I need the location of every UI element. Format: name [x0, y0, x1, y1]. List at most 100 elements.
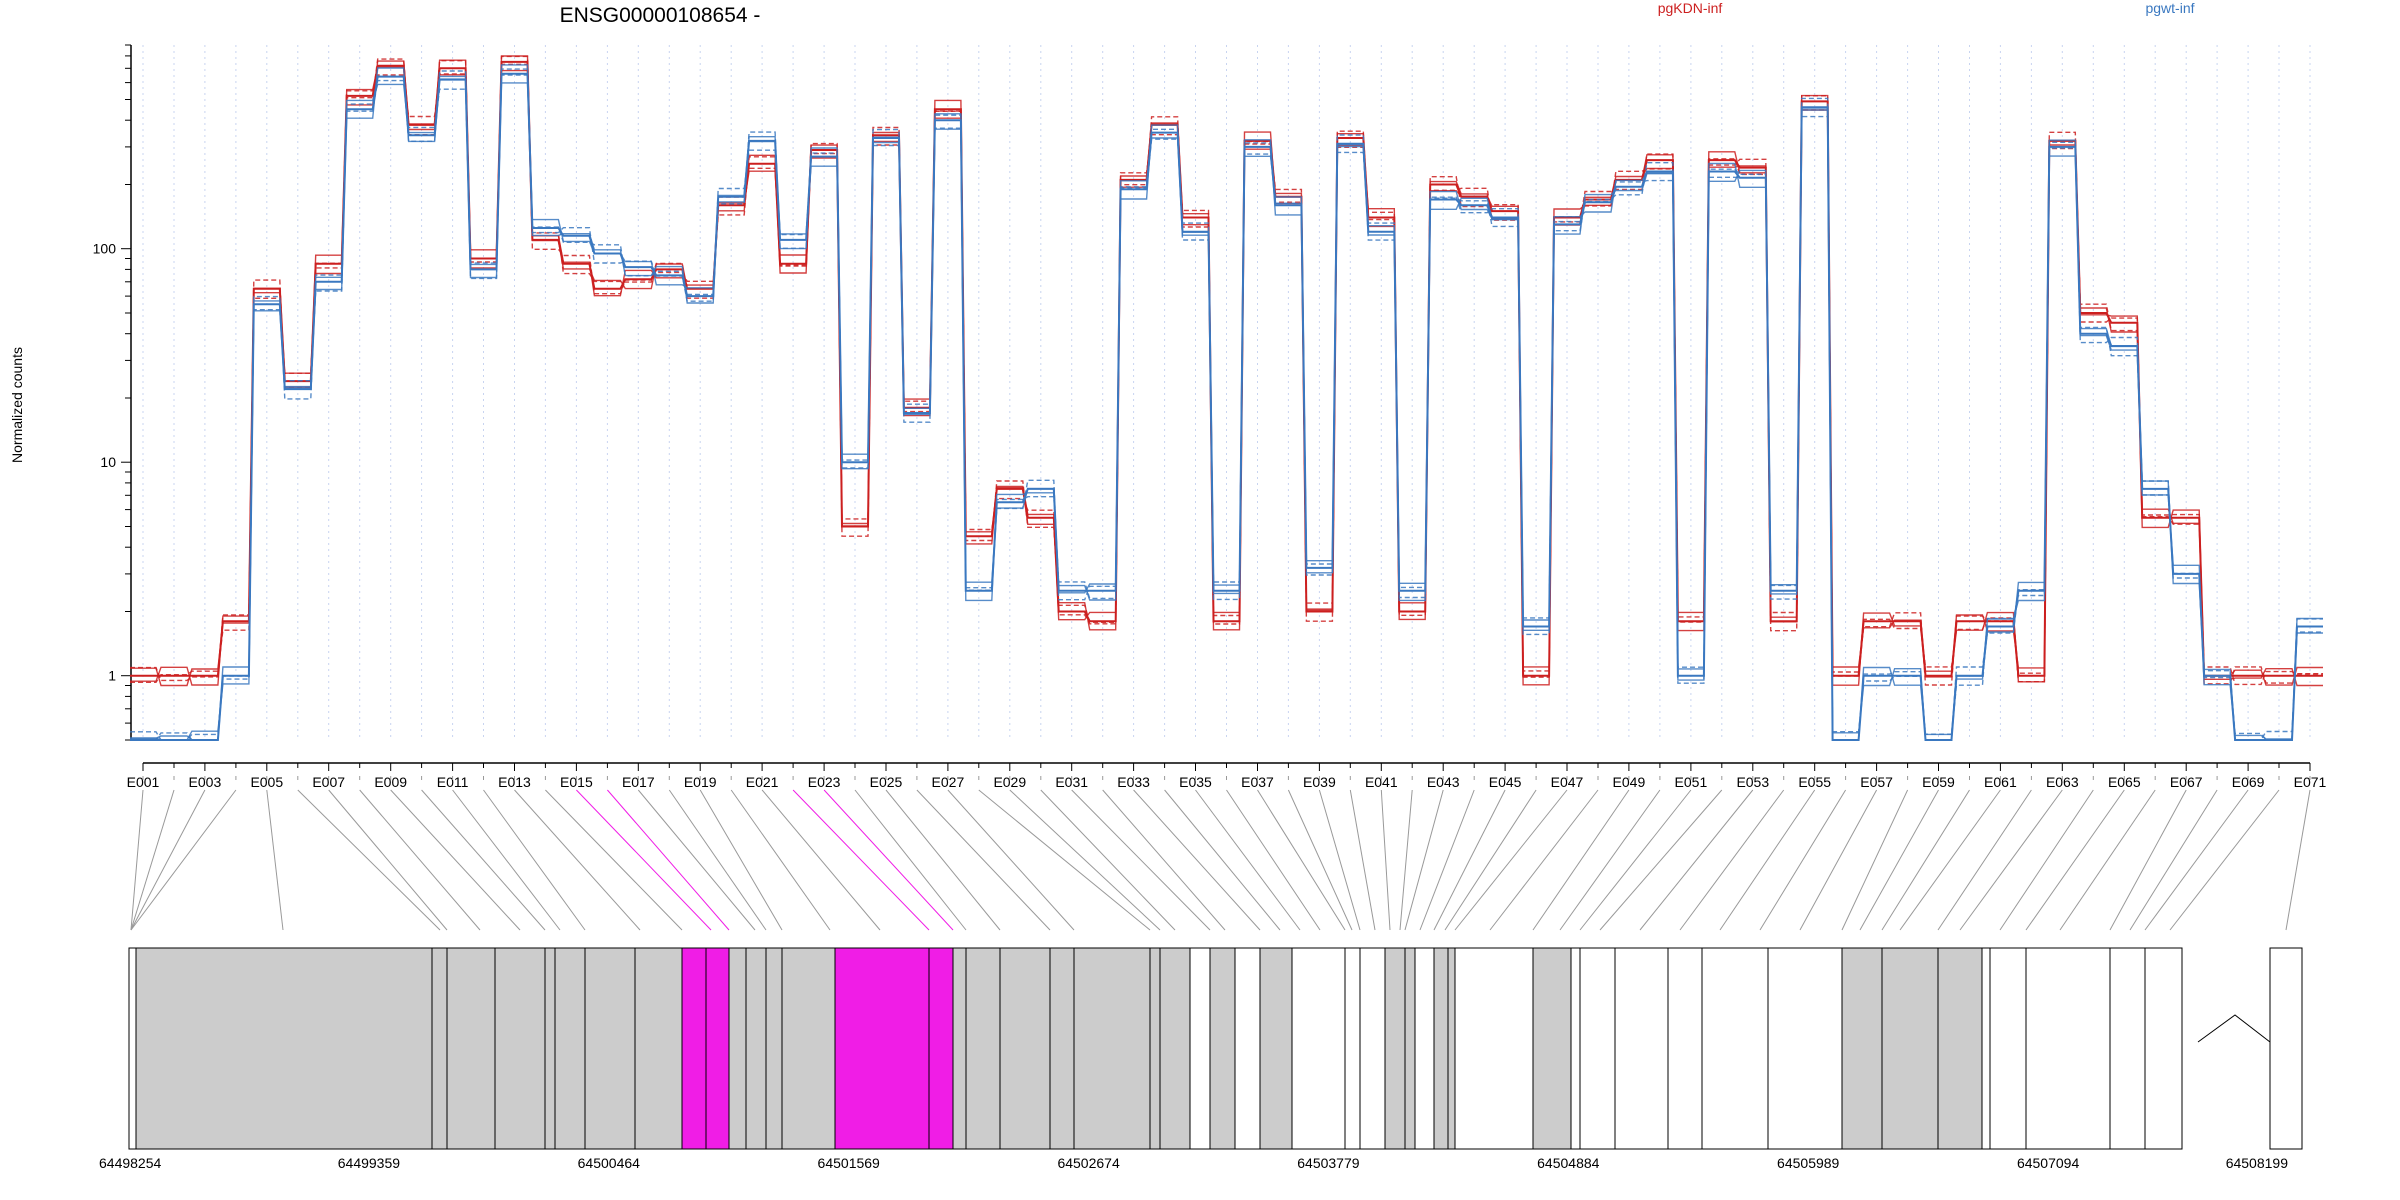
x-tick-label: E029	[993, 774, 1026, 790]
exon-connector-line	[1759, 789, 1847, 931]
x-tick-label: E001	[127, 774, 160, 790]
exon-connector-line	[1841, 789, 1909, 931]
vertical-gridlines	[142, 45, 2311, 740]
exon-block	[728, 947, 747, 1150]
x-tick-label: E009	[374, 774, 407, 790]
exon-connector-line	[1287, 789, 1353, 931]
exon-connector-line	[1349, 789, 1376, 931]
exon-block	[1344, 947, 1361, 1150]
exon-block	[999, 947, 1051, 1150]
exon-block	[1614, 947, 1669, 1150]
exon-connector-line	[1257, 789, 1346, 931]
genomic-coordinate-label: 64503779	[1297, 1155, 1360, 1171]
x-tick-label: E059	[1922, 774, 1955, 790]
exon-block	[1532, 947, 1572, 1150]
x-tick-label: E069	[2232, 774, 2265, 790]
exon-connector-line	[1899, 789, 2001, 931]
x-axis: E001 E003 E005 E007 E009 E011 E013 E015 E017 E019…	[127, 762, 2327, 790]
y-tick-label: 100	[93, 241, 117, 257]
x-tick-label: E033	[1117, 774, 1150, 790]
exon-connector-line	[545, 789, 683, 931]
exon-block	[1454, 947, 1534, 1150]
exon-connector-line	[421, 789, 546, 931]
exon-connector-line	[1195, 789, 1301, 931]
exon-connector-line	[359, 789, 481, 931]
x-tick-label: E049	[1613, 774, 1646, 790]
exon-connector-line	[1532, 789, 1630, 931]
exon-connector-line	[916, 789, 1051, 931]
exon-connector-line	[947, 789, 1075, 931]
exon-block	[1049, 947, 1075, 1150]
genomic-coordinate-label: 64499359	[338, 1155, 401, 1171]
exon-block	[965, 947, 1001, 1150]
exon-block	[1209, 947, 1236, 1150]
exon-block	[494, 947, 546, 1150]
exon-connector-line	[1999, 789, 2094, 931]
exon-block	[446, 947, 496, 1150]
exon-connector-line	[1959, 789, 2063, 931]
exon-block	[1404, 947, 1416, 1150]
genomic-coordinate-label: 64508199	[2226, 1155, 2289, 1171]
exon-connector-line	[1318, 789, 1361, 931]
exon-block	[1433, 947, 1449, 1150]
exon-block	[1447, 947, 1456, 1150]
genomic-coordinate-axis: 64498254 64499359 64500464 64501569 64502674…	[99, 1155, 2288, 1171]
exon-connector-line	[823, 789, 954, 931]
x-tick-label: E005	[250, 774, 283, 790]
x-tick-label: E071	[2294, 774, 2327, 790]
exon-connector-line	[1579, 789, 1692, 931]
x-tick-label: E057	[1860, 774, 1893, 790]
x-tick-label: E025	[870, 774, 903, 790]
exon-block	[1570, 947, 1581, 1150]
exon-connector-line	[885, 789, 1001, 931]
exon-connector-line	[761, 789, 881, 931]
exon-block	[1937, 947, 1983, 1150]
series-pgwt-inf	[130, 64, 2323, 741]
exon-block	[1291, 947, 1346, 1150]
exon-block	[1359, 947, 1386, 1150]
exon-block	[1841, 947, 1883, 1150]
y-axis-label: Normalized counts	[9, 347, 25, 463]
exon-connector-line	[1859, 789, 1939, 931]
exon-connector-line	[1399, 789, 1413, 931]
plot-lines	[130, 55, 2323, 741]
x-tick-label: E017	[622, 774, 655, 790]
x-tick-label: E051	[1675, 774, 1708, 790]
exon-connector-line	[130, 789, 175, 931]
exon-block	[2269, 947, 2303, 1150]
exon-block	[431, 947, 448, 1150]
series-mean-line	[130, 72, 2323, 741]
exon-block	[554, 947, 586, 1150]
exon-block	[1159, 947, 1191, 1150]
exon-connector-line	[1040, 789, 1176, 931]
genomic-coordinate-label: 64504884	[1537, 1155, 1600, 1171]
exon-connector-line	[1559, 789, 1661, 931]
exon-connector-line	[2169, 789, 2280, 931]
exon-connector-line	[2144, 789, 2249, 931]
exon-block	[1701, 947, 1769, 1150]
y-tick-label: 1	[108, 668, 116, 684]
exon-connector-line	[1639, 789, 1754, 931]
exon-connector-line	[1881, 789, 1970, 931]
exon-connector-line	[637, 789, 756, 931]
x-tick-label: E015	[560, 774, 593, 790]
x-tick-label: E039	[1303, 774, 1336, 790]
exon-connector-line	[1419, 789, 1475, 931]
exon-connector-line	[607, 789, 730, 931]
x-tick-label: E019	[684, 774, 717, 790]
exon-connector-line	[390, 789, 521, 931]
x-tick-label: E063	[2046, 774, 2079, 790]
exon-connector-line	[1799, 789, 1878, 931]
x-tick-label: E037	[1241, 774, 1274, 790]
exon-block	[1579, 947, 1616, 1150]
exon-block	[1384, 947, 1406, 1150]
x-tick-label: E035	[1179, 774, 1212, 790]
exon-connector-line	[1599, 789, 1723, 931]
legend-label-pgwt-inf: pgwt-inf	[2145, 0, 2194, 16]
exon-connector-line	[978, 789, 1151, 931]
x-tick-label: E061	[1984, 774, 2017, 790]
x-tick-label: E011	[437, 774, 469, 790]
x-tick-label: E023	[808, 774, 841, 790]
exon-connector-line	[130, 789, 237, 931]
exon-connector-line	[297, 789, 441, 931]
